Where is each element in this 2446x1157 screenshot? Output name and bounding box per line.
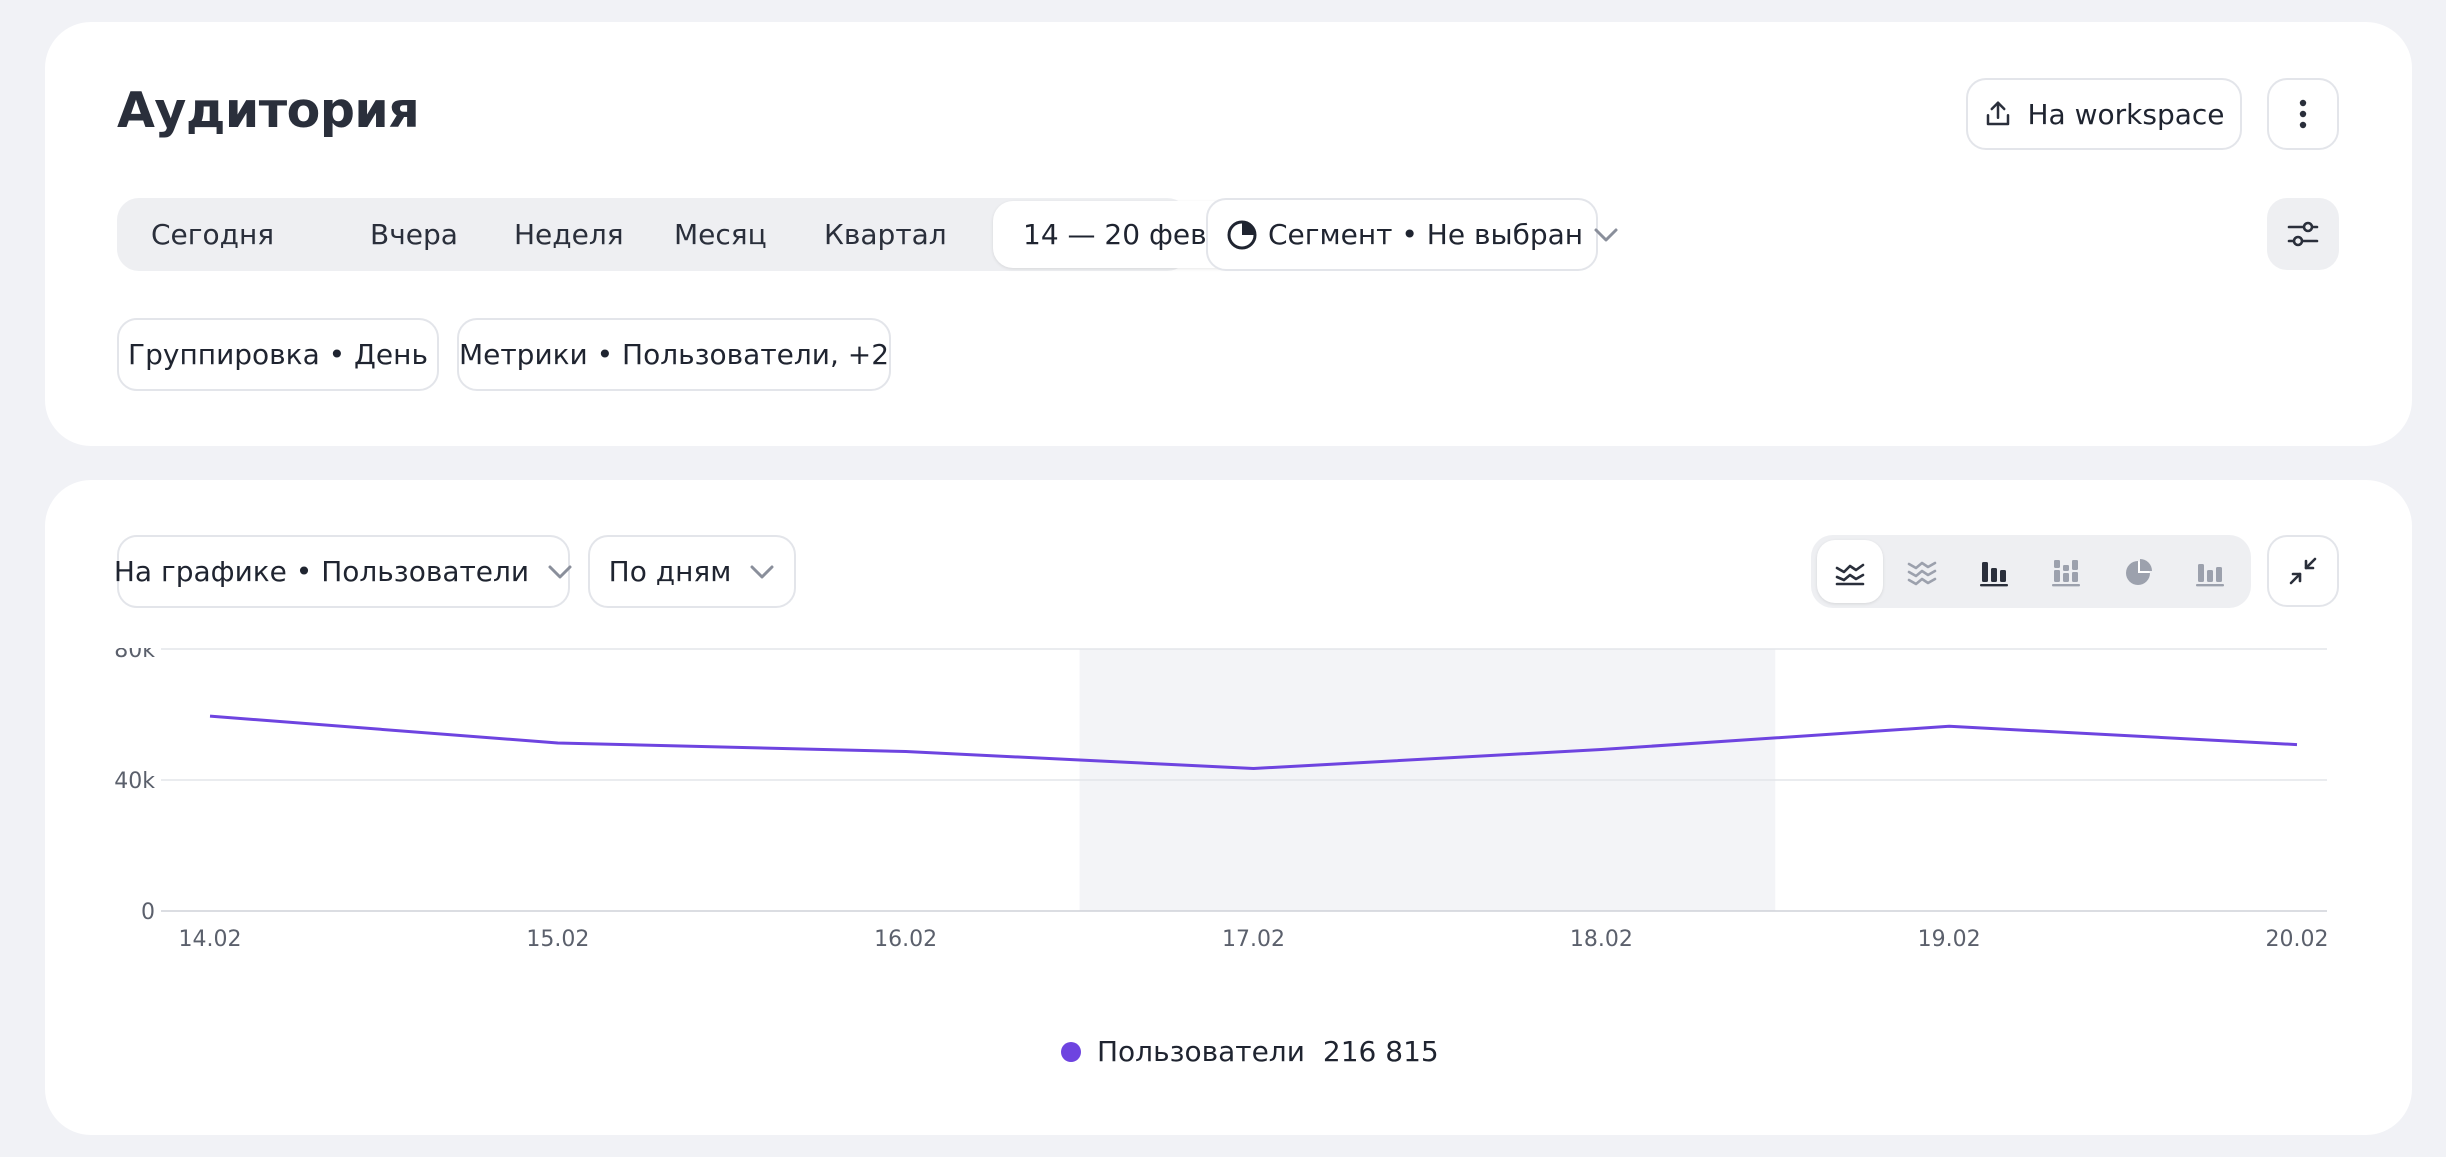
bar-chart-icon	[1980, 561, 2008, 586]
area-chart-icon	[1907, 561, 1937, 585]
workspace-button-label: На workspace	[2027, 97, 2225, 131]
view-pie-button[interactable]	[2105, 540, 2171, 603]
chart-metric-select[interactable]: На графике • Пользователи	[113, 535, 572, 608]
chart-legend: Пользователи 216 815	[1061, 1035, 1439, 1068]
y-tick-label: 0	[141, 900, 155, 925]
period-selector: Сегодня Вчера Неделя Месяц Квартал 14 — …	[117, 198, 1255, 271]
report-header-card: Аудитория На workspace Сегодня Вчера Нед…	[45, 22, 2412, 446]
sliders-icon	[2287, 221, 2319, 247]
more-options-button[interactable]	[2267, 78, 2339, 150]
pie-chart-icon	[2126, 558, 2152, 585]
x-tick-label: 19.02	[1918, 927, 1981, 952]
page-title: Аудитория	[117, 82, 420, 139]
chart-grid	[161, 648, 2327, 912]
series-line-users	[209, 714, 2298, 770]
y-tick-label: 80k	[114, 648, 155, 663]
chart-view-switch	[1811, 535, 2251, 608]
metrics-button[interactable]: Метрики • Пользователи, +2	[457, 318, 891, 391]
filter-settings-button[interactable]	[2267, 198, 2339, 270]
more-vertical-icon	[2299, 99, 2307, 129]
period-yesterday[interactable]: Вчера	[370, 218, 458, 251]
segment-button[interactable]: Сегмент • Не выбран	[1206, 198, 1618, 271]
legend-total: 216 815	[1322, 1035, 1439, 1068]
x-tick-label: 17.02	[1222, 927, 1285, 952]
view-stacked-bar-button[interactable]	[2033, 540, 2099, 603]
pie-segment-icon	[1227, 220, 1257, 249]
period-month[interactable]: Месяц	[674, 218, 767, 251]
period-today[interactable]: Сегодня	[151, 218, 275, 251]
x-axis-ticks: 14.02 15.02 16.02 17.02 18.02 19.02 20.02	[179, 927, 2329, 952]
view-area-button[interactable]	[1889, 540, 1955, 603]
interval-label: По дням	[608, 555, 732, 588]
chevron-down-icon	[750, 565, 774, 578]
grouping-button[interactable]: Группировка • День	[117, 318, 439, 391]
workspace-button[interactable]: На workspace	[1966, 78, 2242, 150]
legend-swatch	[1061, 1041, 1081, 1062]
period-week[interactable]: Неделя	[514, 218, 624, 251]
x-tick-label: 16.02	[874, 927, 937, 952]
x-tick-label: 18.02	[1570, 927, 1633, 952]
collapse-chart-button[interactable]	[2267, 535, 2339, 607]
period-quarter[interactable]: Квартал	[824, 218, 947, 251]
view-grouped-bar-button[interactable]	[2177, 540, 2243, 603]
view-bar-button[interactable]	[1961, 540, 2027, 603]
line-chart-icon	[1835, 563, 1865, 585]
chevron-down-icon	[1594, 228, 1618, 241]
users-line-chart: 0 40k 80k 14.02 15.02 16.02 17.02 18.02 19.02 20…	[114, 648, 2329, 952]
view-line-button[interactable]	[1817, 540, 1883, 603]
collapse-icon	[2289, 557, 2317, 585]
chevron-down-icon	[548, 565, 572, 578]
segment-button-label: Сегмент • Не выбран	[1268, 218, 1584, 251]
x-tick-label: 20.02	[2266, 927, 2329, 952]
metrics-button-label: Метрики • Пользователи, +2	[458, 338, 890, 371]
grouping-button-label: Группировка • День	[128, 338, 428, 371]
legend-label: Пользователи	[1097, 1035, 1305, 1068]
grouped-bar-chart-icon	[2196, 563, 2224, 586]
y-axis-ticks: 0 40k 80k	[114, 648, 155, 925]
x-tick-label: 15.02	[526, 927, 589, 952]
y-tick-label: 40k	[114, 769, 155, 794]
upload-icon	[1987, 101, 2010, 126]
x-tick-label: 14.02	[179, 927, 242, 952]
chart-card: На графике • Пользователи По дням	[45, 480, 2412, 1135]
interval-select[interactable]: По дням	[588, 535, 796, 608]
chart-metric-label: На графике • Пользователи	[113, 555, 530, 588]
date-range-label: 14 — 20 фев	[1023, 218, 1207, 251]
stacked-bar-chart-icon	[2052, 559, 2080, 586]
